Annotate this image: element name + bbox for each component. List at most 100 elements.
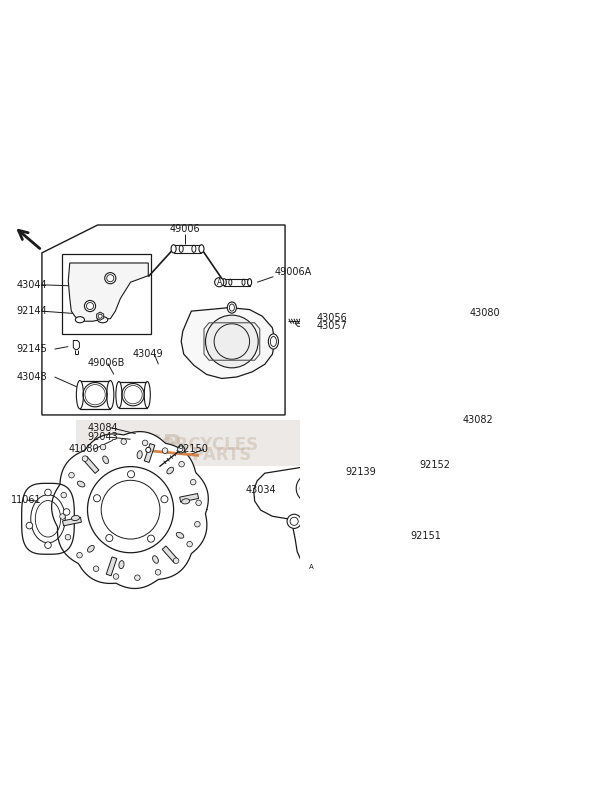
Circle shape [145, 447, 151, 452]
Circle shape [121, 439, 127, 444]
Text: 43048: 43048 [16, 372, 47, 382]
Polygon shape [73, 340, 80, 350]
Circle shape [100, 444, 106, 450]
Ellipse shape [363, 495, 379, 503]
Ellipse shape [199, 244, 204, 252]
Polygon shape [402, 470, 421, 494]
Text: 41080: 41080 [69, 444, 100, 455]
Polygon shape [295, 324, 305, 326]
Circle shape [84, 300, 95, 312]
Ellipse shape [181, 499, 190, 504]
Ellipse shape [137, 451, 143, 459]
Polygon shape [144, 443, 155, 463]
Circle shape [187, 542, 193, 547]
Circle shape [77, 552, 82, 558]
Circle shape [61, 492, 67, 498]
Ellipse shape [88, 546, 94, 552]
Ellipse shape [176, 532, 184, 539]
Text: 49006B: 49006B [88, 358, 125, 368]
Circle shape [287, 515, 301, 528]
Text: 92152: 92152 [420, 459, 451, 470]
Ellipse shape [77, 481, 85, 487]
Circle shape [190, 479, 196, 485]
Ellipse shape [227, 302, 236, 313]
Polygon shape [224, 279, 250, 286]
Polygon shape [62, 517, 81, 526]
Polygon shape [333, 395, 412, 455]
Ellipse shape [75, 316, 84, 323]
Text: 49006A: 49006A [275, 267, 312, 277]
Circle shape [424, 554, 430, 560]
Circle shape [162, 447, 168, 453]
Text: A: A [309, 564, 314, 570]
Circle shape [45, 542, 51, 548]
Circle shape [178, 446, 185, 453]
Circle shape [155, 570, 161, 575]
Circle shape [194, 522, 200, 527]
Polygon shape [97, 312, 104, 320]
Polygon shape [181, 308, 275, 379]
Ellipse shape [402, 465, 421, 475]
Circle shape [106, 535, 113, 542]
Circle shape [63, 509, 70, 515]
Circle shape [59, 514, 65, 519]
Text: MOTORCYCLES: MOTORCYCLES [119, 436, 259, 455]
Ellipse shape [171, 244, 176, 252]
Text: 92150: 92150 [178, 444, 209, 455]
Circle shape [88, 467, 174, 553]
Ellipse shape [98, 316, 108, 323]
Ellipse shape [269, 334, 279, 349]
Text: 92151: 92151 [411, 531, 442, 540]
Circle shape [143, 440, 148, 446]
Polygon shape [52, 431, 209, 589]
Text: 43080: 43080 [470, 308, 501, 318]
Polygon shape [68, 263, 148, 321]
Circle shape [179, 461, 184, 467]
Text: 43049: 43049 [132, 349, 163, 360]
Text: 92139: 92139 [346, 467, 376, 477]
Polygon shape [83, 456, 99, 473]
Text: 43082: 43082 [462, 415, 493, 425]
Polygon shape [180, 494, 198, 502]
Circle shape [105, 272, 116, 284]
Ellipse shape [107, 380, 114, 409]
FancyBboxPatch shape [77, 420, 360, 466]
Circle shape [305, 545, 319, 559]
Polygon shape [174, 244, 201, 252]
Ellipse shape [102, 456, 108, 463]
Polygon shape [254, 467, 359, 564]
Circle shape [196, 500, 201, 506]
Circle shape [113, 574, 119, 579]
Circle shape [93, 566, 99, 571]
Text: 11061: 11061 [11, 495, 41, 505]
Text: 43084: 43084 [88, 423, 118, 432]
Polygon shape [119, 381, 147, 407]
Circle shape [26, 523, 33, 529]
Circle shape [69, 472, 74, 478]
Circle shape [296, 475, 325, 503]
Ellipse shape [167, 467, 174, 474]
Text: 92144: 92144 [16, 306, 47, 316]
Ellipse shape [222, 279, 226, 286]
Text: SPARE PARTS: SPARE PARTS [127, 447, 251, 464]
Circle shape [173, 558, 179, 563]
Circle shape [161, 495, 168, 503]
Polygon shape [80, 380, 110, 409]
Circle shape [65, 535, 71, 540]
Ellipse shape [144, 381, 150, 407]
Ellipse shape [363, 475, 379, 483]
Circle shape [135, 575, 140, 581]
Text: MSP: MSP [120, 433, 181, 457]
Text: 49006: 49006 [170, 224, 201, 234]
Text: A: A [217, 278, 222, 287]
Circle shape [214, 278, 224, 287]
Text: 43057: 43057 [316, 321, 348, 331]
Circle shape [127, 471, 135, 478]
Circle shape [307, 562, 316, 571]
Ellipse shape [153, 555, 158, 563]
Text: 43034: 43034 [246, 485, 276, 495]
Ellipse shape [402, 490, 421, 499]
Polygon shape [106, 557, 117, 576]
Circle shape [94, 495, 101, 502]
Text: 92145: 92145 [16, 344, 48, 354]
